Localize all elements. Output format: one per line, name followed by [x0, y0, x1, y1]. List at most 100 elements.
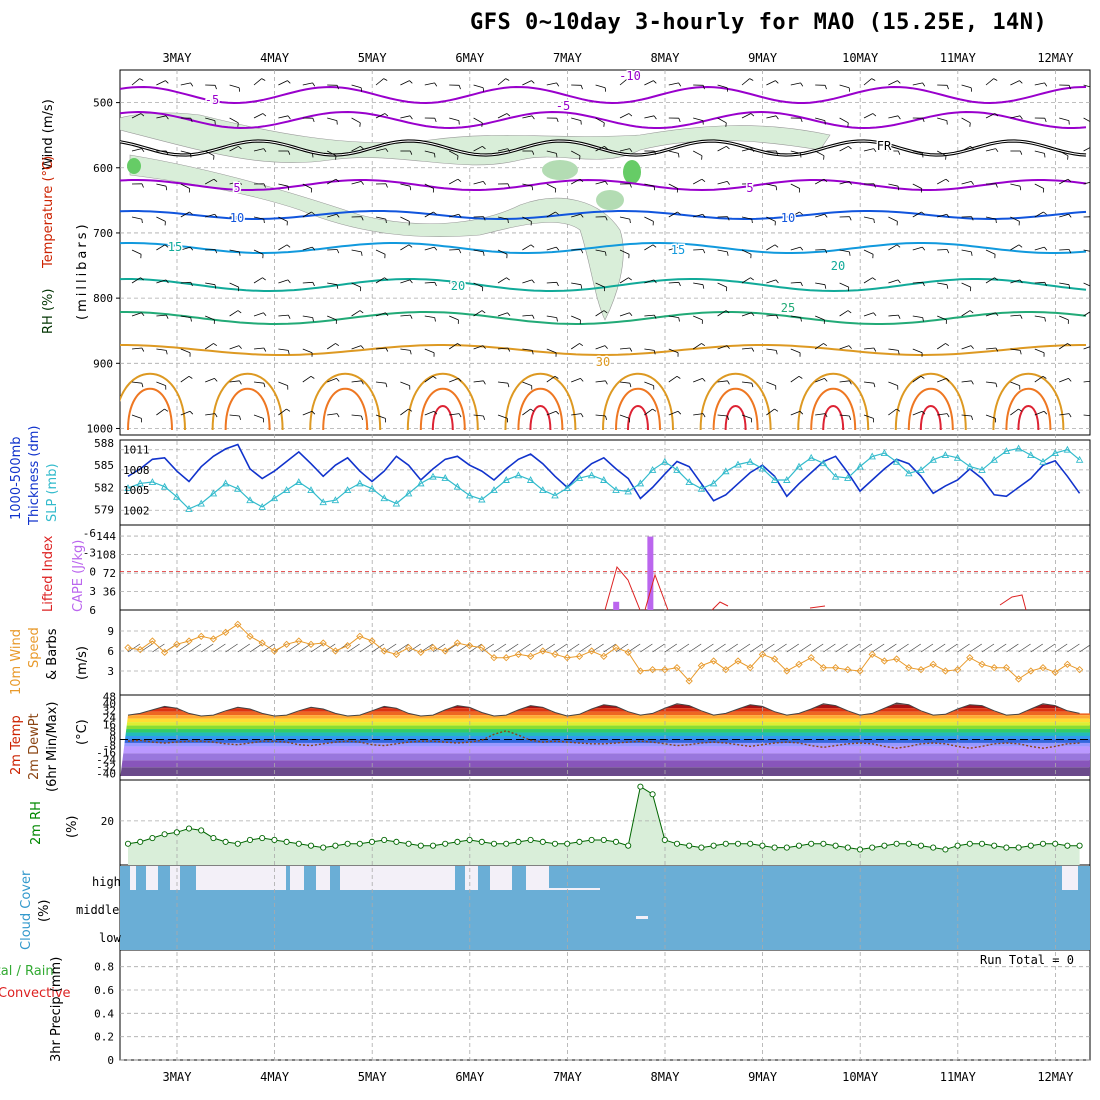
wind-barb: [1010, 314, 1021, 317]
wind-barb-flag: [922, 118, 925, 123]
wind-barb: [546, 211, 556, 218]
wind10-point: [478, 644, 486, 652]
wind-barb: [668, 375, 678, 383]
date-label-top: 4MAY: [260, 51, 290, 65]
wind-barb: [985, 113, 996, 119]
wind-barb: [375, 347, 386, 350]
wind-barb-flag: [213, 178, 218, 183]
pressure-tick-label: 600: [93, 162, 113, 175]
wind-barb: [400, 183, 411, 187]
wind-barb: [741, 312, 752, 317]
warm-contour-45: [822, 405, 845, 431]
wind10-point: [404, 644, 413, 652]
wind-barb-flag: [848, 181, 852, 185]
wind-barb: [571, 178, 581, 185]
wind-barb-flag: [189, 411, 194, 415]
wind10-point: [612, 644, 620, 652]
wind-barb: [1034, 82, 1045, 86]
wind-barb-flag: [261, 78, 266, 81]
wind-barb-flag: [824, 85, 827, 90]
wind10-point: [709, 657, 718, 665]
precip-label-2: Convective: [0, 986, 71, 1001]
wind-barb-flag: [507, 183, 510, 188]
wind-barb: [497, 381, 508, 384]
wind-barb-flag: [263, 312, 267, 317]
rh2m-point: [600, 836, 607, 844]
series-lines: [120, 443, 1090, 853]
wind-barb: [278, 348, 289, 351]
rh2m-point: [978, 840, 986, 847]
wind-barb: [424, 281, 435, 284]
rh2m-point: [588, 836, 595, 844]
wind10-point: [746, 664, 754, 672]
wind10-point: [185, 637, 193, 645]
pressure-tick-label: 900: [93, 357, 113, 370]
precip-tick-label: 0.4: [94, 1007, 114, 1020]
wind-barb-flag: [214, 249, 218, 254]
date-label-top: 3MAY: [163, 51, 193, 65]
date-label-bottom: 12MAY: [1037, 1070, 1074, 1084]
wind-barb-flag: [580, 413, 584, 418]
wind10-barb: [152, 643, 165, 653]
wind10-point: [270, 647, 279, 655]
wind-barb: [1034, 315, 1045, 318]
wind-barb: [424, 410, 435, 416]
wind10-label-1: 10m Wind: [9, 629, 24, 695]
wind-barb-flag: [872, 113, 877, 117]
rh2m-point: [637, 783, 644, 790]
wind-barb: [253, 249, 264, 255]
wind-barb: [497, 347, 508, 350]
slp-point: [917, 465, 925, 473]
wind-barb-flag: [532, 150, 535, 155]
wind10-point: [1075, 666, 1084, 674]
wind10-barb: [615, 643, 629, 653]
wind-barb: [156, 216, 166, 222]
wind-barb: [595, 84, 606, 89]
wind-barb-flag: [727, 415, 729, 421]
slp-point: [966, 462, 974, 470]
precip-label-1: Total / Rain: [0, 964, 54, 979]
isotherm-15: [120, 242, 1087, 254]
wind-barb-flag: [238, 145, 242, 150]
wind10-tick-label: 6: [107, 645, 114, 658]
wind-barb-flag: [798, 375, 803, 379]
wind-barb: [839, 145, 849, 152]
date-label-top: 9MAY: [748, 51, 778, 65]
slp-point: [697, 484, 706, 492]
slp-point: [270, 494, 279, 502]
wind10-barb: [933, 643, 946, 653]
wind-barb-flag: [848, 145, 852, 150]
wind-barb-flag: [776, 314, 779, 319]
wind-barb: [815, 213, 825, 218]
wind-barb-flag: [239, 380, 242, 385]
wind-barb: [668, 183, 678, 189]
wind-barb: [595, 414, 606, 417]
isotherm-label: 20: [451, 279, 465, 293]
temp2m-tick-label: 32: [103, 705, 116, 718]
wind-barb-flag: [872, 277, 876, 281]
date-label-top: 10MAY: [842, 51, 879, 65]
temp2m-line: [127, 702, 1080, 717]
wind-barb-flag: [971, 216, 974, 221]
wind-barb-flag: [727, 251, 729, 256]
wind-barb: [937, 178, 947, 185]
wind-barb: [571, 282, 582, 286]
wind-barb-flag: [336, 85, 339, 90]
wind-barb: [1034, 348, 1045, 354]
temp-band: [120, 708, 1090, 712]
wind10-barb: [176, 643, 189, 653]
wind-barb-flag: [897, 186, 900, 191]
wind-barb: [473, 117, 483, 124]
wind10-point: [722, 666, 730, 674]
wind-barb: [912, 375, 922, 383]
rh-mid-1: [542, 160, 578, 180]
cloud-gap: [354, 866, 455, 890]
wind10-point: [136, 646, 144, 654]
temp2m-tick-label: 40: [103, 698, 116, 711]
wind-barb-flag: [312, 246, 316, 251]
wind-barb-flag: [1044, 317, 1046, 322]
wind-barb-flag: [385, 312, 389, 317]
slp-point: [307, 486, 315, 494]
wind-barb: [766, 279, 777, 284]
slp-tick-label: 1002: [123, 504, 150, 517]
